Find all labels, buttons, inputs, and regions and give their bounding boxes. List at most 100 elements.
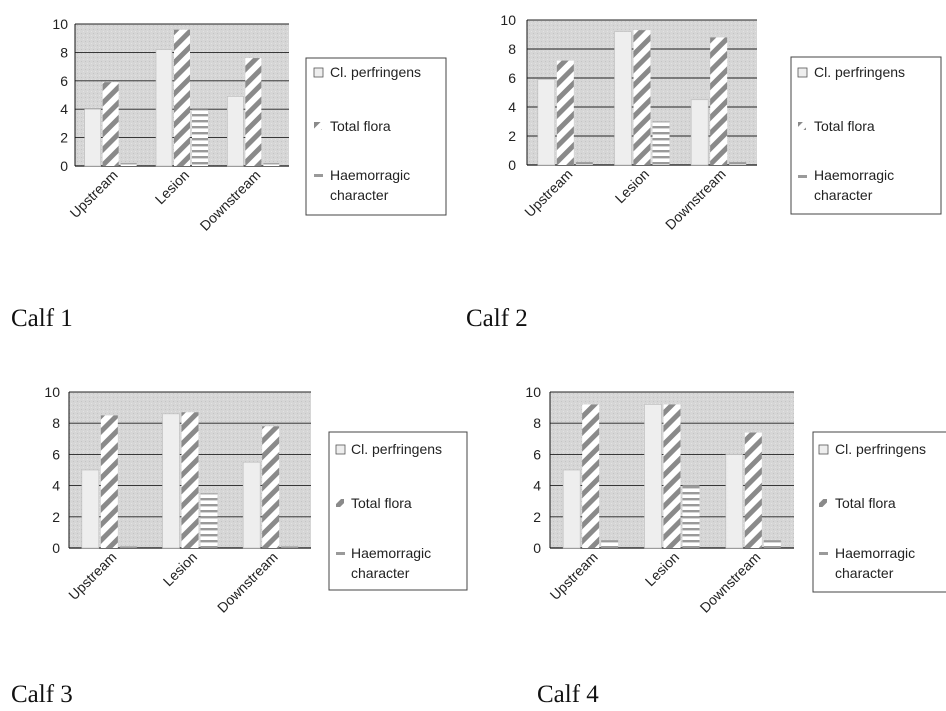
y-tick-label: 6 — [508, 70, 516, 86]
y-tick-label: 6 — [52, 446, 60, 462]
chart-panel-calf-3: 0 2 4 6 8 10 Upstream Lesion Downstream Cl. per… — [11, 384, 468, 708]
legend-label-total-flora: Total flora — [835, 495, 896, 511]
legend-label-cl-perfringens: Cl. perfringens — [351, 441, 442, 457]
y-tick-label: 10 — [500, 12, 516, 28]
legend-label-total-flora: Total flora — [351, 495, 412, 511]
y-tick-label: 2 — [60, 130, 68, 146]
bar-total-flora-upstream — [556, 60, 574, 165]
legend-label-haemorragic-character: Haemorragic character — [814, 167, 898, 203]
bar-cl-perfringens-upstream — [81, 469, 100, 549]
legend-swatch-cl-perfringens — [797, 67, 808, 78]
bar-haemorragic-character-lesion — [200, 493, 218, 548]
y-tick-label: 6 — [60, 73, 68, 89]
y-tick-label: 10 — [44, 384, 60, 400]
bar-haemorragic-character-downstream — [263, 163, 280, 166]
legend-swatch-haemorragic-character — [314, 174, 323, 177]
bars — [81, 412, 299, 549]
chart-panel-calf-1: 0 2 4 6 8 10 Upstream Lesion Downstream Cl. per… — [11, 16, 447, 332]
legend-swatch-cl-perfringens — [335, 444, 346, 455]
legend-label-cl-perfringens: Cl. perfringens — [835, 441, 926, 457]
bars — [537, 30, 747, 166]
bar-haemorragic-character-lesion — [652, 121, 670, 165]
x-tick-label-upstream: Upstream — [65, 549, 119, 603]
bar-cl-perfringens-downstream — [690, 99, 709, 166]
bar-cl-perfringens-upstream — [84, 108, 101, 167]
y-tick-label: 0 — [533, 540, 541, 556]
chart-panel-calf-2: 0 2 4 6 8 10 Upstream Lesion Downstream Cl. per… — [466, 12, 942, 332]
legend-label-haemorragic-character: Haemorragic character — [835, 545, 919, 581]
bar-total-flora-upstream — [102, 82, 119, 166]
legend-label-haemorragic-character: Haemorragic character — [351, 545, 435, 581]
chart-caption: Calf 4 — [537, 681, 599, 708]
bar-total-flora-lesion — [181, 412, 199, 548]
bar-cl-perfringens-lesion — [155, 49, 173, 167]
chart-caption: Calf 3 — [11, 681, 73, 708]
bar-total-flora-upstream — [582, 404, 600, 548]
x-tick-label-upstream: Upstream — [521, 166, 575, 220]
y-tick-label: 0 — [60, 158, 68, 174]
y-tick-label: 8 — [60, 44, 68, 60]
chart-caption: Calf 2 — [466, 305, 528, 332]
bar-haemorragic-character-upstream — [601, 540, 619, 548]
x-tick-label-upstream: Upstream — [67, 167, 121, 221]
bar-cl-perfringens-lesion — [614, 31, 632, 166]
bar-total-flora-lesion — [174, 29, 190, 167]
legend-label-cl-perfringens: Cl. perfringens — [814, 64, 905, 80]
bar-haemorragic-character-upstream — [119, 546, 137, 548]
bar-haemorragic-character-upstream — [575, 162, 593, 165]
legend-swatch-total-flora — [314, 122, 322, 130]
y-tick-label: 4 — [533, 478, 541, 494]
x-tick-label-downstream: Downstream — [214, 549, 281, 616]
y-tick-label: 10 — [52, 16, 68, 32]
legend-label-line2: character — [814, 187, 873, 203]
legend-label-line1: Haemorragic — [835, 545, 915, 561]
chart-caption: Calf 1 — [11, 305, 73, 332]
x-tick-label-lesion: Lesion — [160, 549, 200, 589]
y-tick-label: 8 — [508, 41, 516, 57]
legend-label-cl-perfringens: Cl. perfringens — [330, 64, 421, 80]
x-tick-label-downstream: Downstream — [197, 167, 264, 234]
legend-label-line1: Haemorragic — [330, 167, 410, 183]
legend-swatch-total-flora — [819, 499, 827, 507]
y-tick-label: 2 — [508, 128, 516, 144]
y-tick-label: 2 — [533, 509, 541, 525]
y-tick-label: 2 — [52, 509, 60, 525]
y-tick-label: 4 — [60, 101, 68, 117]
legend: Cl. perfringens Total flora Haemorragic … — [790, 56, 942, 215]
legend-swatch-total-flora — [798, 122, 806, 130]
bar-cl-perfringens-downstream — [725, 454, 744, 549]
legend-swatch-haemorragic-character — [336, 552, 345, 555]
x-tick-label-upstream: Upstream — [547, 549, 601, 603]
chart-panel-calf-4: 0 2 4 6 8 10 Upstream Lesion Downstream Cl. per… — [525, 384, 946, 708]
bar-haemorragic-character-downstream — [729, 162, 747, 165]
bar-total-flora-lesion — [663, 404, 681, 548]
bar-total-flora-downstream — [245, 58, 262, 166]
y-tick-labels: 0 2 4 6 8 10 — [525, 384, 541, 556]
y-tick-label: 0 — [52, 540, 60, 556]
legend-swatch-cl-perfringens — [818, 444, 829, 455]
legend-swatch-cl-perfringens — [313, 67, 324, 78]
legend: Cl. perfringens Total flora Haemorragic … — [812, 431, 946, 593]
bar-cl-perfringens-lesion — [644, 404, 662, 549]
bar-total-flora-downstream — [262, 426, 280, 548]
legend-label-line1: Haemorragic — [814, 167, 894, 183]
bar-haemorragic-character-downstream — [763, 540, 781, 548]
y-tick-labels: 0 2 4 6 8 10 — [44, 384, 60, 556]
bars — [562, 404, 781, 549]
bar-cl-perfringens-upstream — [537, 79, 556, 166]
legend-box — [790, 56, 942, 215]
bar-total-flora-upstream — [100, 415, 118, 548]
bar-total-flora-downstream — [744, 432, 762, 548]
legend-label-line2: character — [835, 565, 894, 581]
legend-box — [812, 431, 946, 593]
x-tick-labels: Upstream Lesion Downstream — [547, 549, 764, 616]
y-tick-labels: 0 2 4 6 8 10 — [500, 12, 516, 173]
y-tick-labels: 0 2 4 6 8 10 — [52, 16, 68, 174]
legend-label-total-flora: Total flora — [330, 118, 391, 134]
bar-cl-perfringens-lesion — [162, 413, 180, 549]
bar-total-flora-lesion — [633, 30, 651, 166]
legend: Cl. perfringens Total flora Haemorragic … — [305, 57, 447, 216]
legend-label-total-flora: Total flora — [814, 118, 875, 134]
